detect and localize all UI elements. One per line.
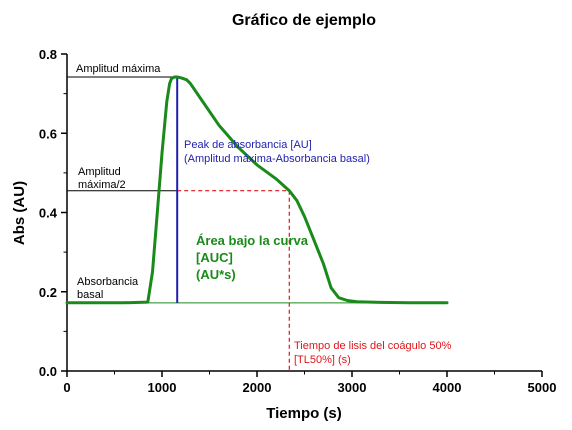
chart-title: Gráfico de ejemplo <box>232 12 376 29</box>
annot-absorbancia-basal-2: basal <box>77 289 103 301</box>
x-tick-label: 5000 <box>528 380 557 395</box>
annot-tl50-1: Tiempo de lisis del coágulo 50% <box>294 340 452 352</box>
annotations: Amplitud máxima Amplitud máxima/2 Absorb… <box>76 63 452 366</box>
reference-lines <box>67 76 447 371</box>
y-ticks: 0.0 0.2 0.4 0.6 0.8 <box>39 47 67 379</box>
annot-amplitud-media-1: Amplitud <box>78 166 121 178</box>
annot-auc-2: [AUC] <box>196 250 233 265</box>
annot-absorbancia-basal-1: Absorbancia <box>77 276 139 288</box>
x-tick-label: 4000 <box>433 380 462 395</box>
annot-auc-1: Área bajo la curva <box>196 233 309 248</box>
x-tick-label: 3000 <box>338 380 367 395</box>
x-axis-title: Tiempo (s) <box>266 405 342 422</box>
annot-auc-3: (AU*s) <box>196 267 236 282</box>
y-tick-label: 0.2 <box>39 285 57 300</box>
annot-peak-2: (Amplitud máxima-Absorbancia basal) <box>184 153 370 165</box>
x-ticks: 0 1000 2000 3000 4000 5000 <box>63 371 556 395</box>
series-line-0 <box>65 75 449 305</box>
series-group <box>65 75 449 305</box>
x-tick-label: 1000 <box>148 380 177 395</box>
y-tick-label: 0.6 <box>39 126 57 141</box>
x-tick-label: 2000 <box>243 380 272 395</box>
y-tick-label: 0.8 <box>39 47 57 62</box>
annot-tl50-2: [TL50%] (s) <box>294 354 351 366</box>
axes: 0 1000 2000 3000 4000 5000 0.0 0.2 0.4 0.6 0.8 <box>39 47 557 395</box>
x-tick-label: 0 <box>63 380 70 395</box>
y-tick-label: 0.4 <box>39 206 58 221</box>
annot-amplitud-maxima: Amplitud máxima <box>76 63 161 75</box>
annot-amplitud-media-2: máxima/2 <box>78 179 126 191</box>
y-tick-label: 0.0 <box>39 364 57 379</box>
annot-peak-1: Peak de absorbancia [AU] <box>184 139 312 151</box>
y-axis-title: Abs (AU) <box>11 181 28 245</box>
